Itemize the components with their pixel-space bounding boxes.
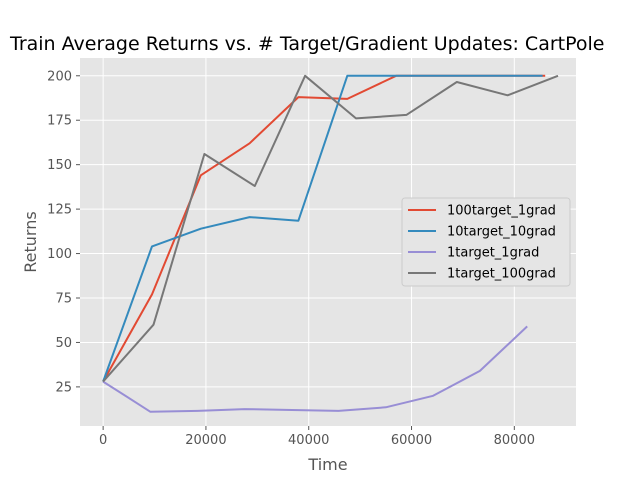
chart-title: Train Average Returns vs. # Target/Gradi… [9,33,604,55]
series-lines [102,74,559,413]
x-tick-label: 40000 [288,433,329,448]
x-tick-label: 80000 [494,433,535,448]
y-tick-label: 50 [55,336,72,351]
x-axis-label: Time [307,455,347,474]
legend-label: 100target_1grad [447,204,556,219]
y-tick-label: 100 [47,247,72,262]
x-tick-label: 20000 [185,433,226,448]
y-tick-label: 25 [55,380,72,395]
legend-box [401,197,571,287]
y-tick-label: 150 [47,158,72,173]
x-tick-label: 60000 [391,433,432,448]
legend-label: 10target_10grad [447,225,556,240]
y-tick-label: 200 [47,69,72,84]
legend-label: 1target_1grad [447,246,539,261]
series-line-1target_100grad [102,74,559,383]
series-line-1target_1grad [102,325,528,413]
y-axis-ticks: 25 50 75 100 125 150 175 200 [47,69,80,395]
series-line-10target_10grad [102,74,543,382]
x-tick-label: 0 [99,433,107,448]
y-tick-label: 75 [55,292,72,307]
y-tick-label: 125 [47,203,72,218]
legend-label: 1target_100grad [447,267,556,282]
y-axis-label: Returns [21,211,40,272]
y-tick-label: 175 [47,114,72,129]
x-axis-ticks: 0 20000 40000 60000 80000 [99,426,535,448]
legend: 100target_1grad 10target_10grad 1target_1g… [401,197,571,287]
